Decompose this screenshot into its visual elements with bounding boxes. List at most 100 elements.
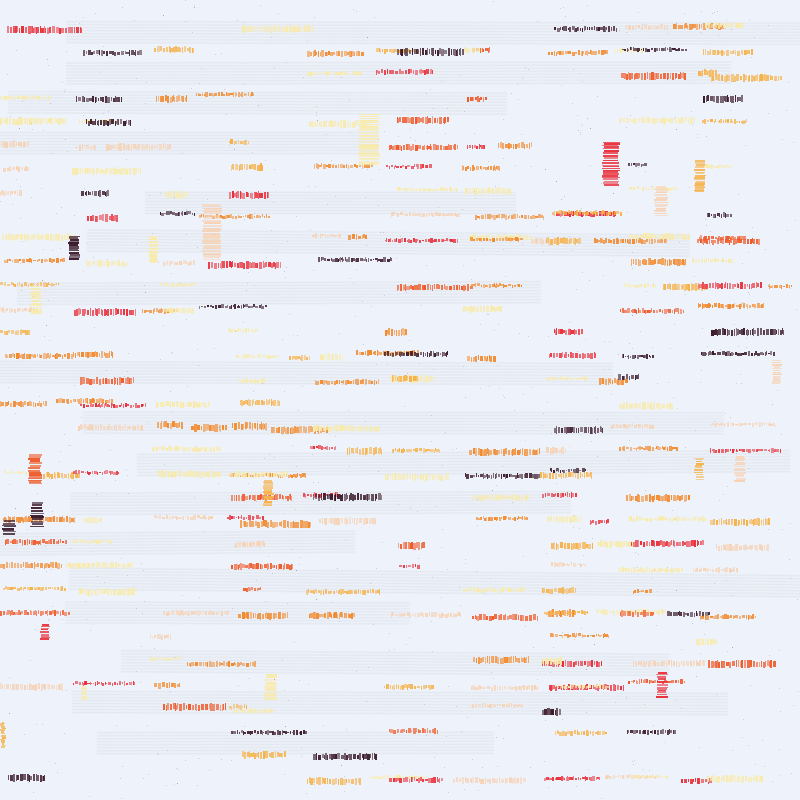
paper-grain bbox=[274, 67, 275, 68]
paper-grain bbox=[265, 160, 266, 161]
paper-grain bbox=[186, 234, 187, 235]
paper-grain bbox=[148, 774, 149, 775]
paper-grain bbox=[48, 619, 49, 620]
paper-grain bbox=[154, 648, 155, 649]
crayon-stroke-cluster bbox=[693, 567, 738, 573]
paper-grain bbox=[594, 644, 595, 645]
paper-grain bbox=[454, 242, 455, 243]
crayon-stroke-cluster bbox=[701, 351, 775, 356]
paper-grain bbox=[147, 725, 148, 726]
crayon-stroke-cluster bbox=[472, 614, 538, 621]
crayon-stroke-cluster bbox=[307, 777, 362, 785]
paper-grain bbox=[299, 564, 300, 565]
paper-grain bbox=[127, 119, 128, 120]
paper-grain bbox=[282, 659, 283, 660]
crayon-stroke-cluster bbox=[711, 74, 782, 82]
paper-grain bbox=[645, 490, 646, 491]
paper-grain bbox=[488, 314, 489, 315]
crayon-stroke-cluster bbox=[708, 660, 776, 668]
paper-grain bbox=[342, 384, 343, 385]
paper-grain bbox=[74, 385, 75, 386]
paper-grain bbox=[201, 68, 202, 69]
paper-grain bbox=[561, 85, 562, 86]
crayon-stroke-cluster bbox=[231, 163, 263, 171]
crayon-stroke-cluster bbox=[240, 399, 280, 406]
crayon-stroke-cluster bbox=[4, 258, 65, 263]
crayon-stroke-cluster bbox=[548, 50, 608, 56]
paper-grain bbox=[406, 644, 407, 645]
paper-grain bbox=[559, 566, 560, 567]
paper-grain bbox=[528, 336, 529, 337]
paper-grain bbox=[121, 798, 122, 799]
paper-grain bbox=[522, 244, 523, 245]
paper-grain bbox=[97, 576, 98, 577]
paper-grain bbox=[286, 267, 287, 268]
paper-grain bbox=[163, 325, 164, 326]
paper-grain bbox=[531, 166, 532, 167]
paper-grain bbox=[28, 782, 29, 783]
paper-grain bbox=[48, 300, 49, 301]
paper-grain bbox=[725, 413, 726, 414]
crayon-stroke-cluster bbox=[163, 610, 229, 616]
paper-grain bbox=[497, 365, 498, 366]
crayon-stroke-cluster bbox=[542, 492, 577, 498]
paper-grain bbox=[502, 466, 503, 467]
paper-grain bbox=[34, 629, 35, 630]
paper-grain bbox=[78, 30, 79, 31]
paper-grain bbox=[237, 20, 238, 21]
paper-grain bbox=[498, 725, 499, 726]
paper-grain bbox=[54, 357, 55, 358]
paper-grain bbox=[234, 473, 235, 474]
paper-grain bbox=[92, 551, 93, 552]
paper-grain bbox=[516, 431, 517, 432]
paper-grain bbox=[36, 724, 37, 725]
paper-grain bbox=[146, 82, 147, 83]
paper-grain bbox=[677, 152, 678, 153]
paper-grain bbox=[747, 548, 748, 549]
paper-grain bbox=[353, 283, 354, 284]
paper-grain bbox=[22, 673, 23, 674]
paper-grain bbox=[649, 770, 650, 771]
paper-grain bbox=[418, 380, 419, 381]
paper-grain bbox=[433, 108, 434, 109]
paper-grain bbox=[65, 139, 66, 140]
paper-grain bbox=[731, 595, 732, 596]
paper-grain bbox=[796, 309, 797, 310]
paper-grain bbox=[58, 769, 59, 770]
paper-grain bbox=[597, 684, 598, 685]
paper-grain bbox=[102, 684, 103, 685]
paper-grain bbox=[730, 417, 731, 418]
crayon-stroke-cluster bbox=[0, 610, 70, 616]
paper-grain bbox=[551, 433, 552, 434]
graphite-smudge bbox=[96, 731, 495, 755]
paper-grain bbox=[742, 737, 743, 738]
crayon-stroke-cluster bbox=[187, 661, 257, 667]
paper-grain bbox=[316, 112, 317, 113]
crayon-stroke-cluster bbox=[385, 328, 407, 336]
paper-grain bbox=[380, 232, 381, 233]
paper-grain bbox=[685, 294, 686, 295]
paper-grain bbox=[86, 619, 87, 620]
paper-grain bbox=[149, 195, 150, 196]
paper-grain bbox=[42, 724, 43, 725]
paper-grain bbox=[21, 329, 22, 330]
paper-grain bbox=[244, 219, 245, 220]
paper-grain bbox=[97, 55, 98, 56]
paper-grain bbox=[374, 17, 375, 18]
paper-grain bbox=[260, 547, 261, 548]
paper-grain bbox=[182, 153, 183, 154]
paper-grain bbox=[632, 252, 633, 253]
paper-grain bbox=[317, 120, 318, 121]
crayon-stroke-cluster bbox=[358, 114, 380, 166]
paper-grain bbox=[10, 116, 11, 117]
paper-grain bbox=[187, 475, 188, 476]
paper-grain bbox=[282, 339, 283, 340]
paper-grain bbox=[598, 739, 599, 740]
paper-grain bbox=[306, 793, 307, 794]
paper-grain bbox=[710, 231, 711, 232]
paper-grain bbox=[488, 161, 489, 162]
paper-grain bbox=[765, 249, 766, 250]
paper-grain bbox=[288, 700, 289, 701]
paper-grain bbox=[714, 12, 715, 13]
paper-grain bbox=[779, 749, 780, 750]
